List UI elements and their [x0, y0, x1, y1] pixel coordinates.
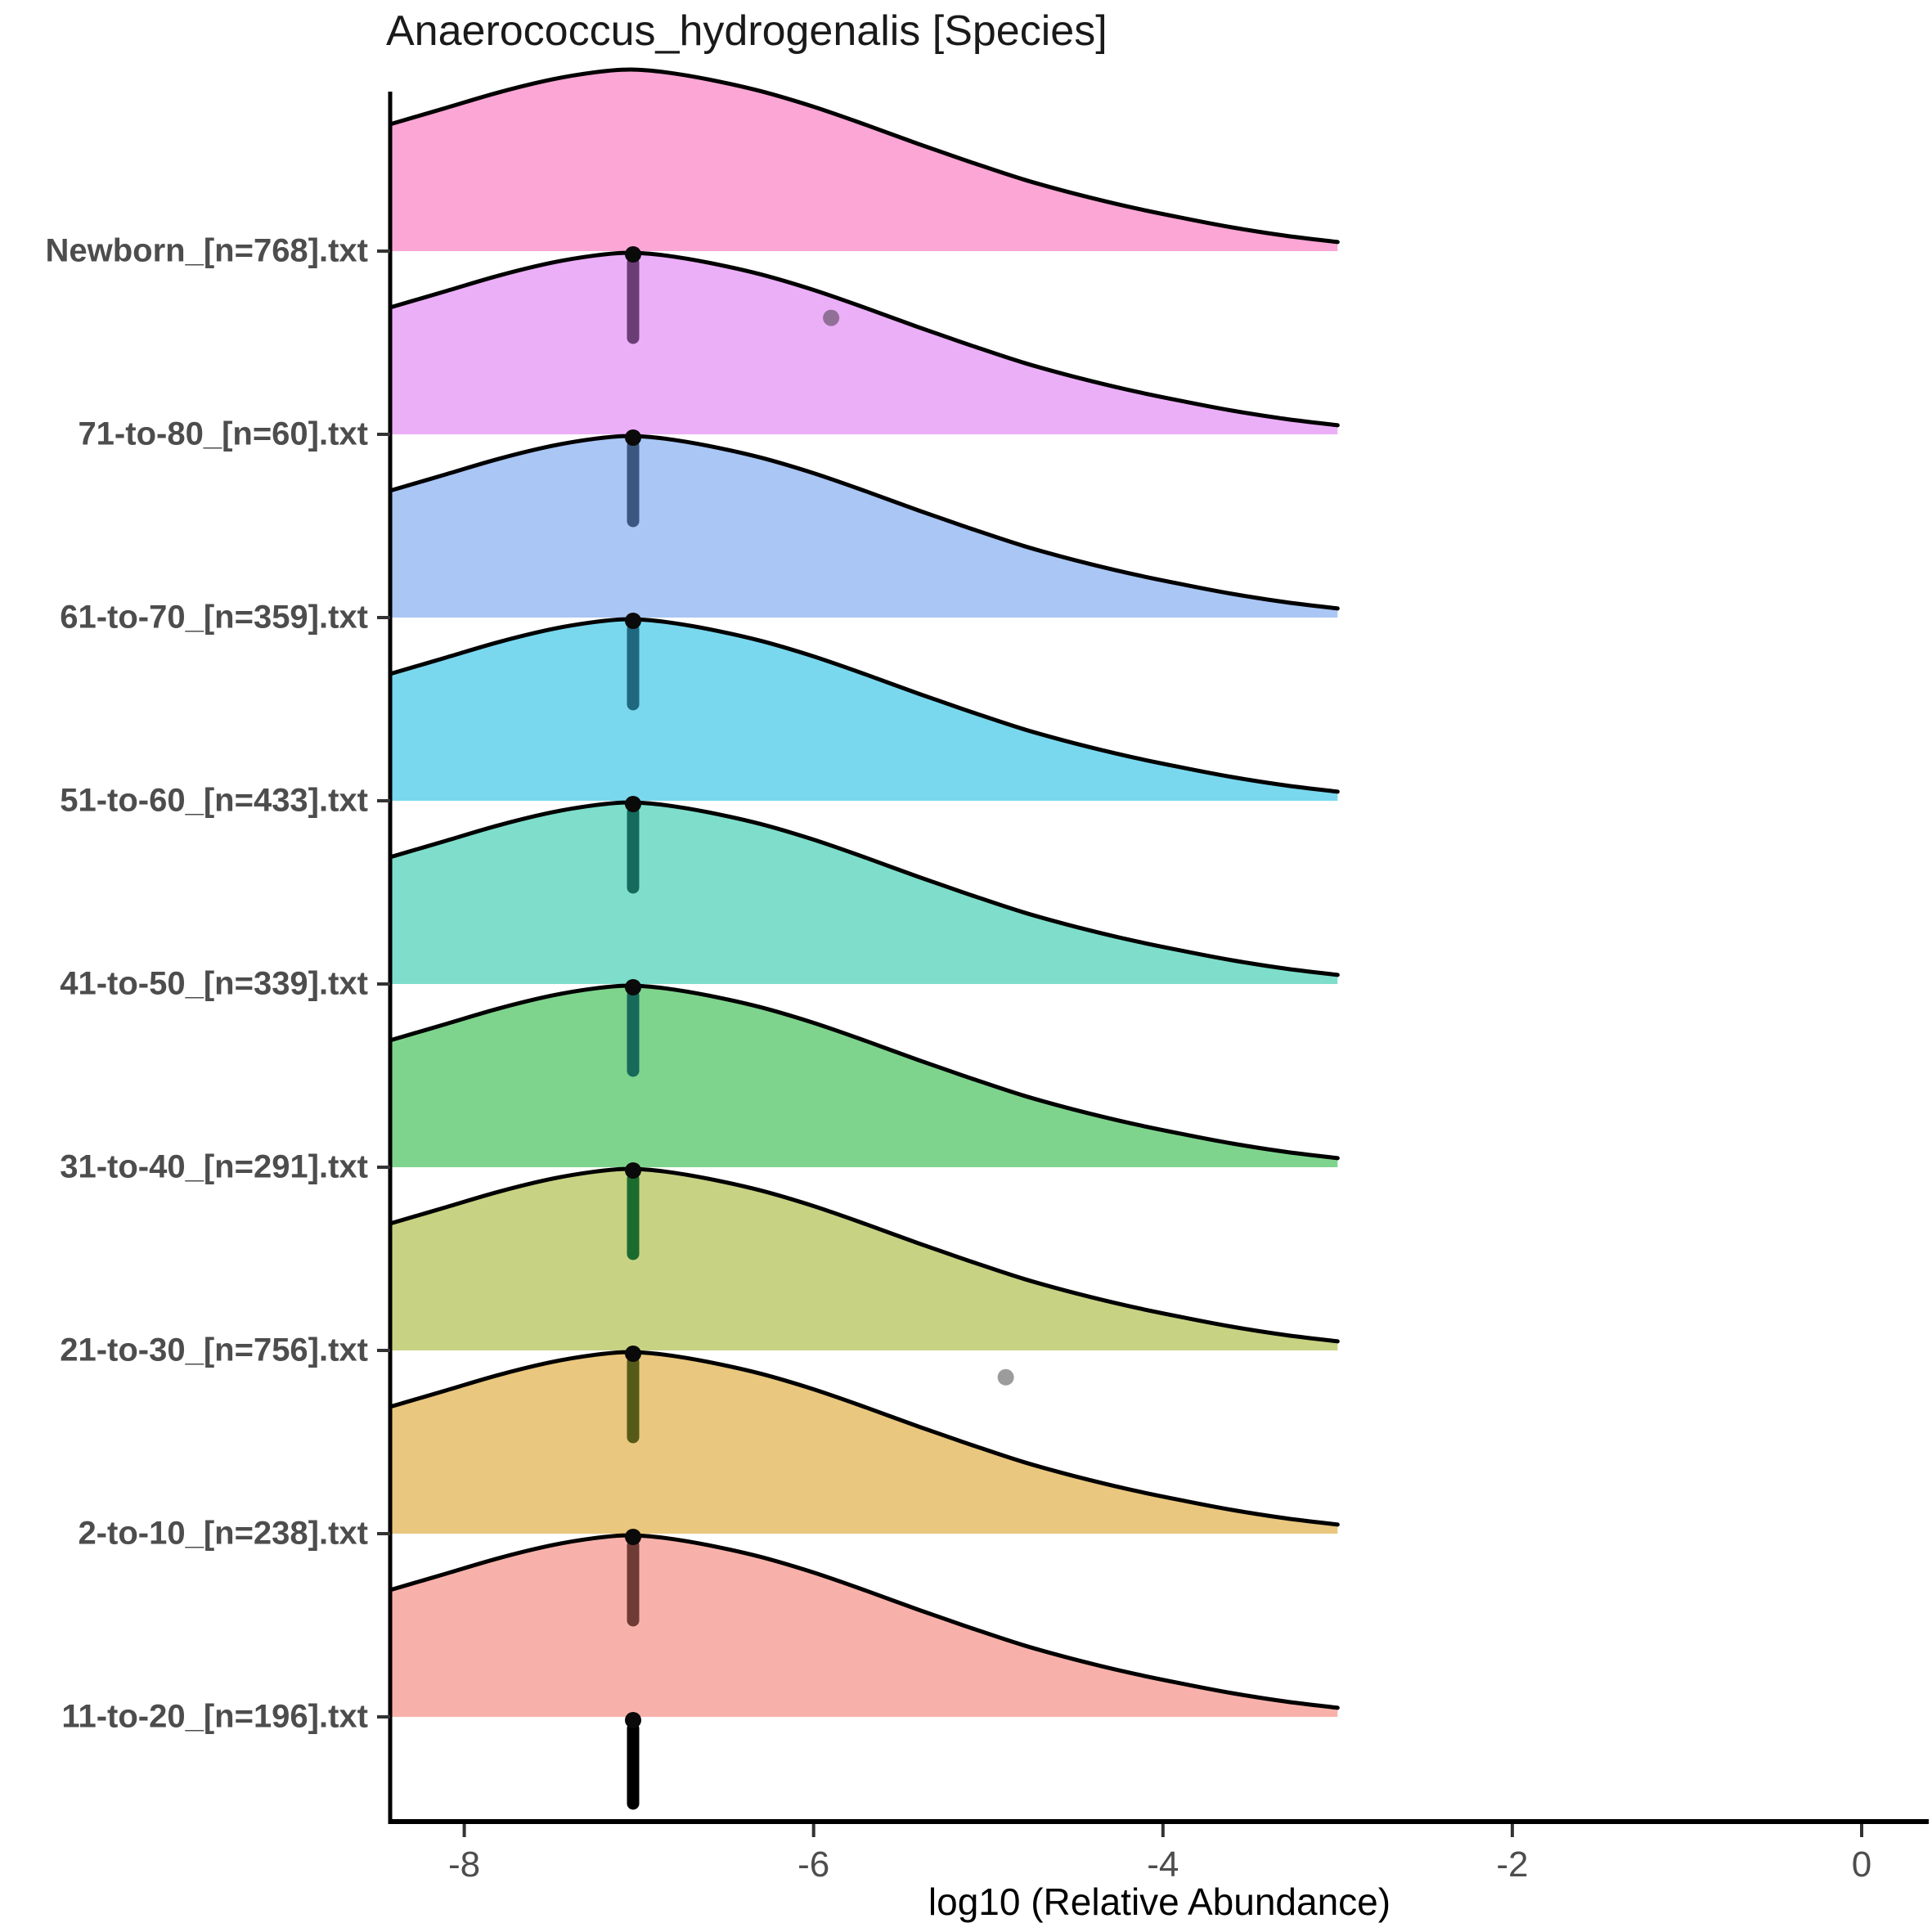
point-spike-cap-5	[625, 979, 641, 995]
chart-title: Anaerococcus_hydrogenalis [Species]	[386, 7, 1108, 55]
ridge-outline-5	[389, 800, 1340, 977]
point-spike-cap-3	[625, 613, 641, 629]
y-axis-label-7: 21-to-30_[n=756].txt	[60, 1332, 368, 1368]
ridge-fill-3	[390, 436, 1338, 618]
ridge-fill-8	[390, 1352, 1338, 1534]
ridge-fill-4	[390, 619, 1338, 801]
y-axis-label-6: 31-to-40_[n=291].txt	[60, 1148, 368, 1185]
ridge-fill-9	[390, 1535, 1338, 1717]
point-spike-cap-6	[625, 1162, 641, 1179]
outlier-point-2	[997, 1368, 1014, 1386]
ridge-outline-2	[389, 250, 1340, 428]
outlier-point-1	[823, 309, 840, 326]
x-tick-label-2: -6	[798, 1844, 830, 1885]
x-tick-label-3: -4	[1147, 1844, 1179, 1885]
y-axis-label-9: 11-to-20_[n=196].txt	[61, 1698, 368, 1735]
ridge-outline-1	[389, 67, 1340, 245]
ridge-outline-3	[389, 434, 1340, 611]
y-axis-label-4: 51-to-60_[n=433].txt	[60, 782, 368, 819]
ridge-fill-1	[390, 70, 1338, 251]
ridge-outline-8	[389, 1350, 1340, 1527]
x-axis-title: log10 (Relative Abundance)	[928, 1880, 1391, 1923]
ridge-fill-7	[390, 1169, 1338, 1350]
point-spike-cap-7	[625, 1346, 641, 1362]
y-axis-label-8: 2-to-10_[n=238].txt	[78, 1515, 368, 1552]
point-spike-cap-9	[625, 1712, 641, 1728]
ridge-outline-4	[389, 617, 1340, 794]
y-axis-label-1: Newborn_[n=768].txt	[45, 232, 368, 269]
ridge-outline-6	[389, 983, 1340, 1161]
x-tick-label-4: -2	[1496, 1844, 1529, 1885]
x-tick-label-5: 0	[1851, 1844, 1872, 1885]
point-spike-cap-2	[625, 429, 641, 446]
y-axis-label-3: 61-to-70_[n=359].txt	[60, 599, 368, 636]
y-axis-label-5: 41-to-50_[n=339].txt	[60, 965, 368, 1002]
ridge-outline-7	[389, 1166, 1340, 1344]
ridge-fill-5	[390, 802, 1338, 984]
ridge-fill-2	[390, 253, 1338, 434]
ridge-fill-6	[390, 986, 1338, 1167]
y-axis-label-2: 71-to-80_[n=60].txt	[78, 416, 368, 452]
point-spike-cap-4	[625, 796, 641, 812]
point-spike-cap-8	[625, 1529, 641, 1545]
ridge-outline-9	[389, 1533, 1340, 1710]
x-tick-label-1: -8	[448, 1844, 481, 1885]
point-spike-cap-1	[625, 246, 641, 263]
